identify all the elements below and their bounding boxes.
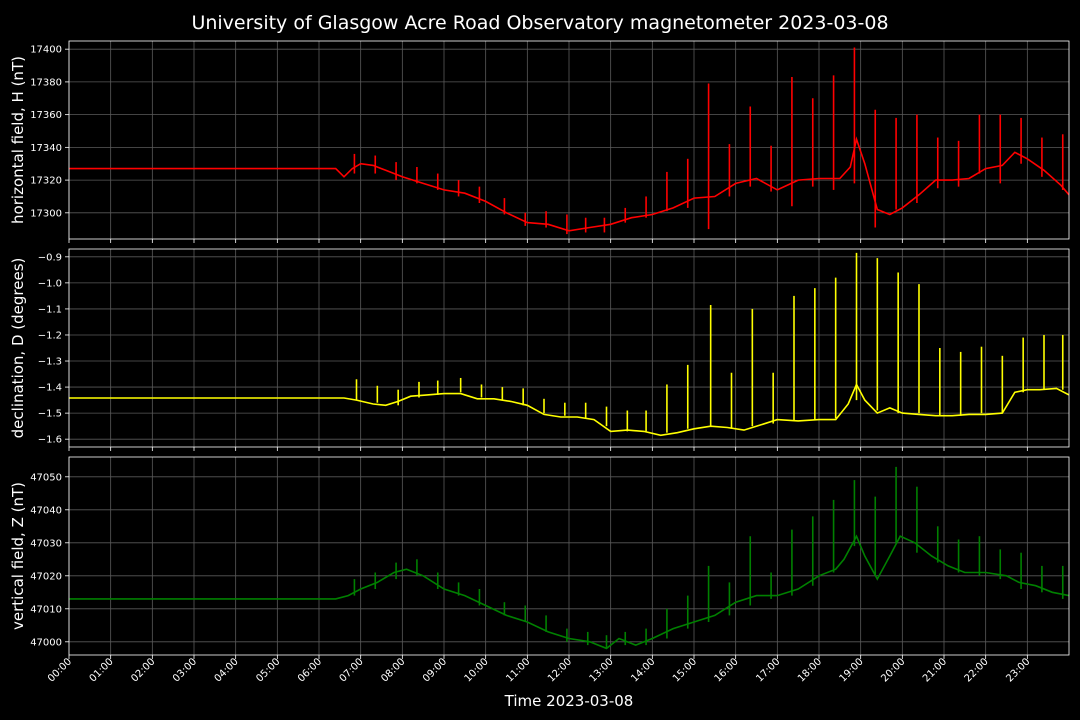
x-tick-label: 09:00 xyxy=(421,656,449,684)
y-tick-label-z: 47040 xyxy=(30,505,62,516)
y-tick-label-d: −1.2 xyxy=(38,330,62,341)
x-tick-label: 11:00 xyxy=(504,656,532,684)
series-line-h xyxy=(69,136,1069,232)
x-tick-label: 10:00 xyxy=(463,656,491,684)
y-tick-label-z: 47050 xyxy=(30,472,62,483)
x-tick-label: 21:00 xyxy=(921,656,949,684)
x-tick-label: 15:00 xyxy=(671,656,699,684)
x-tick-label: 01:00 xyxy=(88,656,116,684)
x-tick-labels: 00:00 01:00 02:00 03:00 04:00 05:00 06:00 07:00… xyxy=(46,656,1032,684)
series-line-d xyxy=(69,382,1069,437)
y-tick-label-d: −1.5 xyxy=(38,409,62,420)
y-tick-label-z: 47010 xyxy=(30,604,62,615)
x-tick-label: 18:00 xyxy=(796,656,824,684)
y-tick-label-d: −1.1 xyxy=(38,304,62,315)
y-tick-label-h: 17300 xyxy=(30,208,62,219)
axes-frame-z xyxy=(68,456,1070,656)
x-tick-label: 00:00 xyxy=(46,656,74,684)
x-tick-label: 08:00 xyxy=(379,656,407,684)
x-tick-label: 13:00 xyxy=(588,656,616,684)
y-tick-label-d: −0.9 xyxy=(38,252,62,263)
y-axis-label-z: vertical field, Z (nT) xyxy=(9,482,27,630)
x-tick-label: 07:00 xyxy=(338,656,366,684)
x-tick-label: 12:00 xyxy=(546,656,574,684)
chart-title: University of Glasgow Acre Road Observat… xyxy=(191,12,888,34)
x-tick-label: 23:00 xyxy=(1004,656,1032,684)
x-tick-label: 19:00 xyxy=(838,656,866,684)
y-tick-label-d: −1.6 xyxy=(38,435,62,446)
panels: 17300 17320 17340 17360 17380 17400horizontal… xyxy=(9,40,1070,685)
y-tick-label-z: 47000 xyxy=(30,637,62,648)
y-tick-label-h: 17340 xyxy=(30,143,62,154)
y-tick-label-z: 47020 xyxy=(30,571,62,582)
axes-frame-d xyxy=(68,248,1070,448)
axes-frame-h xyxy=(68,40,1070,240)
y-tick-label-d: −1.0 xyxy=(38,278,62,289)
x-tick-label: 22:00 xyxy=(963,656,991,684)
y-tick-label-h: 17380 xyxy=(30,77,62,88)
y-tick-label-z: 47030 xyxy=(30,538,62,549)
y-tick-label-h: 17320 xyxy=(30,176,62,187)
y-axis-label-h: horizontal field, H (nT) xyxy=(9,56,27,224)
y-axis-label-d: declination, D (degrees) xyxy=(9,258,27,439)
y-tick-label-h: 17400 xyxy=(30,45,62,56)
series-line-z xyxy=(69,534,1069,650)
x-tick-label: 17:00 xyxy=(754,656,782,684)
y-tick-label-d: −1.3 xyxy=(38,357,62,368)
x-tick-label: 05:00 xyxy=(254,656,282,684)
panel-h: 17300 17320 17340 17360 17380 17400horizontal… xyxy=(9,40,1070,243)
x-tick-label: 06:00 xyxy=(296,656,324,684)
y-tick-label-d: −1.4 xyxy=(38,383,62,394)
x-tick-label: 16:00 xyxy=(713,656,741,684)
x-axis-label: Time 2023-03-08 xyxy=(504,692,634,710)
x-tick-label: 04:00 xyxy=(213,656,241,684)
x-tick-label: 14:00 xyxy=(629,656,657,684)
x-tick-label: 20:00 xyxy=(879,656,907,684)
y-tick-label-h: 17360 xyxy=(30,110,62,121)
x-tick-label: 02:00 xyxy=(129,656,157,684)
panel-d: −1.6 −1.5 −1.4 −1.3 −1.2 −1.1 −1.0 −0.9 declinat… xyxy=(9,248,1070,451)
x-tick-label: 03:00 xyxy=(171,656,199,684)
